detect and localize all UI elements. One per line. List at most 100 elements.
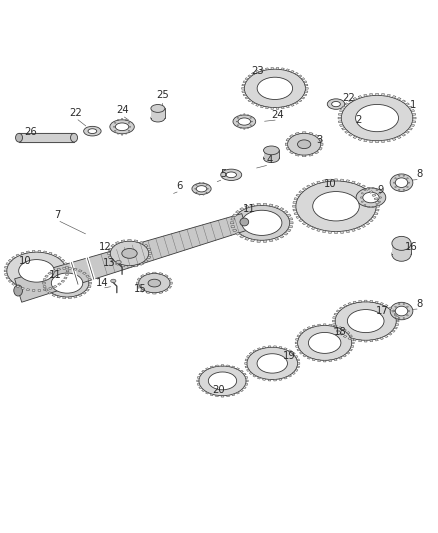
Polygon shape [89,282,92,284]
Polygon shape [146,292,150,294]
Polygon shape [297,349,300,351]
Ellipse shape [244,128,245,130]
Ellipse shape [122,248,137,259]
Polygon shape [369,191,373,193]
Polygon shape [385,335,388,337]
Polygon shape [134,240,138,242]
Polygon shape [288,375,292,377]
Ellipse shape [117,119,119,120]
Polygon shape [232,366,235,368]
Polygon shape [236,392,240,394]
Ellipse shape [335,302,396,340]
Polygon shape [245,359,248,361]
Polygon shape [333,317,336,319]
Polygon shape [242,87,244,89]
Polygon shape [26,251,30,253]
Polygon shape [253,350,256,352]
Ellipse shape [84,126,101,136]
Ellipse shape [206,192,207,193]
Polygon shape [346,230,350,233]
Polygon shape [43,251,46,253]
Ellipse shape [251,121,252,122]
Ellipse shape [247,115,249,116]
Polygon shape [78,294,82,296]
Polygon shape [295,342,297,344]
Polygon shape [26,289,30,291]
Polygon shape [201,370,205,372]
Ellipse shape [240,218,249,226]
Polygon shape [57,296,60,298]
Polygon shape [271,68,273,69]
Polygon shape [164,274,168,277]
Polygon shape [374,213,378,215]
Text: 6: 6 [177,181,183,191]
Polygon shape [147,248,151,251]
Polygon shape [248,75,251,77]
Polygon shape [287,214,291,216]
Polygon shape [345,131,349,133]
Polygon shape [328,179,332,181]
Ellipse shape [128,122,130,123]
Ellipse shape [14,285,22,296]
Polygon shape [290,151,293,154]
Text: 10: 10 [324,180,337,189]
Polygon shape [300,332,303,334]
Ellipse shape [392,247,411,261]
Polygon shape [64,277,67,279]
Ellipse shape [390,302,413,320]
Polygon shape [297,366,300,368]
Polygon shape [283,232,288,235]
Polygon shape [309,132,313,135]
Ellipse shape [332,101,340,107]
Text: 25: 25 [157,91,170,100]
Polygon shape [392,95,396,98]
Polygon shape [205,368,209,370]
Polygon shape [243,81,246,83]
Polygon shape [340,179,343,181]
Polygon shape [221,365,224,366]
Polygon shape [408,127,413,130]
Polygon shape [121,265,125,267]
Polygon shape [309,154,313,156]
Polygon shape [289,225,293,228]
Polygon shape [12,256,15,259]
Polygon shape [205,392,209,394]
Polygon shape [322,180,326,182]
Polygon shape [281,107,284,109]
Polygon shape [319,139,322,141]
Polygon shape [245,205,249,208]
Polygon shape [323,360,326,362]
Polygon shape [392,310,395,312]
Polygon shape [392,138,396,141]
Ellipse shape [356,188,386,207]
Polygon shape [372,194,376,197]
Polygon shape [353,136,357,139]
Polygon shape [376,141,378,143]
Polygon shape [372,216,376,219]
Polygon shape [61,280,65,282]
Polygon shape [32,251,35,252]
Polygon shape [236,211,240,213]
Polygon shape [230,222,234,224]
Polygon shape [240,370,244,372]
Polygon shape [281,68,284,70]
Polygon shape [111,260,115,262]
Polygon shape [128,265,131,268]
Ellipse shape [121,134,123,135]
Polygon shape [291,70,294,72]
Polygon shape [64,263,67,265]
Polygon shape [249,352,252,354]
Polygon shape [152,293,156,294]
Polygon shape [247,369,250,372]
Ellipse shape [364,204,366,206]
Polygon shape [108,256,112,259]
Polygon shape [253,375,256,377]
Polygon shape [242,91,245,93]
Polygon shape [243,373,246,375]
Polygon shape [275,205,279,208]
Polygon shape [63,297,66,298]
Ellipse shape [406,306,408,308]
Ellipse shape [226,172,237,177]
Polygon shape [392,330,395,332]
Polygon shape [300,352,303,354]
